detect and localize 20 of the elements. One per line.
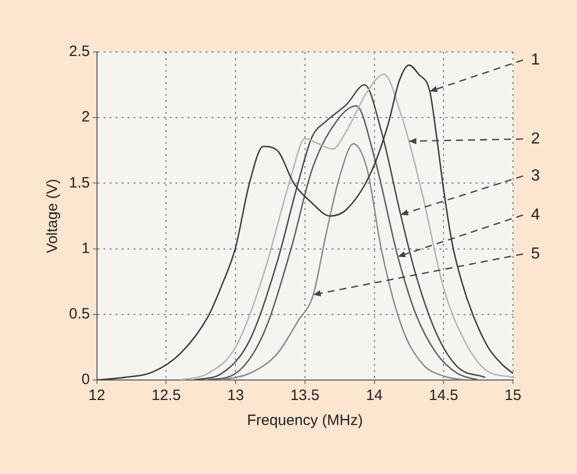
y-tick-label: 2	[82, 108, 90, 126]
x-axis-title: Frequency (MHz)	[246, 412, 363, 430]
y-tick-label: 1	[82, 240, 90, 257]
x-tick-label: 14	[366, 387, 383, 404]
x-tick-label: 13.5	[290, 387, 320, 404]
x-tick-label: 14.5	[429, 387, 458, 404]
annotation: 2	[531, 130, 540, 148]
annotation: 1	[531, 51, 540, 68]
annotation: 3	[531, 167, 540, 184]
annotation: 5	[531, 245, 540, 262]
x-tick-label: 12.5	[152, 387, 181, 404]
x-tick-label: 12	[88, 387, 106, 404]
y-tick-label: 1.5	[68, 174, 90, 192]
x-tick-label: 15	[504, 387, 522, 404]
x-tick-label: 13	[227, 387, 244, 404]
annotation: 4	[531, 206, 540, 224]
y-tick-label: 0	[82, 371, 90, 388]
y-tick-label: 0.5	[68, 306, 90, 323]
y-axis-title: Voltage (V)	[44, 178, 62, 254]
y-tick-label: 2.5	[68, 43, 90, 60]
